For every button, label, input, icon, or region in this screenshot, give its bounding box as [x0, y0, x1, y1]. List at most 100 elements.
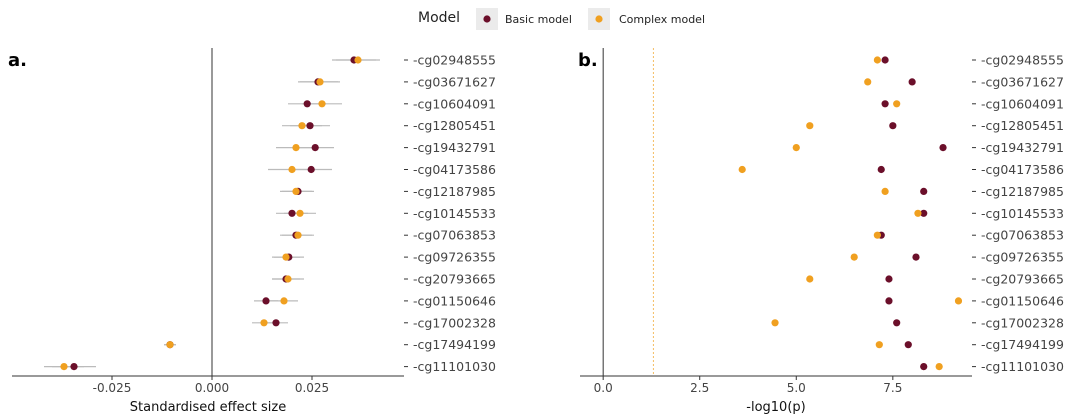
panel-a-point-complex [296, 209, 304, 217]
panel-a-category-label: -cg20793665 [413, 272, 496, 287]
panel-b-x-tick-label: 0.0 [594, 381, 613, 395]
panel-b-point-complex [893, 100, 901, 108]
panel-a-category-label: -cg17494199 [413, 337, 496, 352]
panel-a-label: a. [8, 50, 27, 71]
panel-b-point-complex [864, 78, 872, 86]
panel-b-point-basic [939, 144, 947, 152]
panel-b-point-complex [873, 231, 881, 239]
panel-a-point-complex [166, 341, 174, 349]
panel-b-point-complex [806, 122, 814, 130]
panel-a-point-complex [292, 144, 300, 152]
panel-a-point-complex [284, 275, 292, 283]
panel-a-category-label: -cg10145533 [413, 206, 496, 221]
legend: Model Basic model Complex model [418, 8, 705, 30]
panel-b-point-complex [875, 341, 883, 349]
panel-b-category-label: -cg11101030 [981, 359, 1064, 374]
panel-b-category-label: -cg03671627 [981, 74, 1064, 89]
panel-b-category-label: -cg02948555 [981, 53, 1064, 68]
panel-a-point-complex [294, 231, 302, 239]
panel-b-point-complex [954, 297, 963, 305]
panel-a-category-label: -cg07063853 [413, 228, 496, 243]
panel-a-point-complex [260, 319, 268, 327]
panel-a-x-axis-title: Standardised effect size [130, 400, 286, 415]
panel-b-point-basic [920, 187, 928, 195]
panel-a-point-basic [303, 100, 311, 108]
panel-b-point-complex [873, 56, 881, 64]
panel-b-point-basic [908, 78, 916, 86]
panel-a-category-label: -cg01150646 [413, 293, 496, 308]
panel-a-category-label: -cg02948555 [413, 53, 496, 68]
legend-label-basic: Basic model [505, 13, 572, 26]
panel-b-point-basic [889, 122, 897, 130]
legend-key-complex-marker [595, 15, 603, 23]
panel-a-category-label: -cg17002328 [413, 315, 496, 330]
panel-a-effect-sizes: a. -0.025 0.000 0.025 Standardised effect s… [8, 48, 496, 415]
panel-b-category-label: -cg12805451 [981, 118, 1064, 133]
panel-b-point-basic [877, 165, 885, 174]
panel-b-point-complex [881, 187, 889, 195]
panel-b-category-label: -cg04173586 [981, 162, 1064, 177]
panel-b-point-complex [850, 253, 858, 261]
panel-a-point-basic [70, 363, 78, 371]
panel-b-point-complex [738, 165, 746, 174]
panel-a-x-tick-label: -0.025 [93, 381, 132, 395]
panel-a-point-basic [262, 297, 270, 305]
panel-a-point-complex [292, 187, 300, 195]
panel-b-category-label: -cg17494199 [981, 337, 1064, 352]
panel-a-point-complex [316, 78, 324, 86]
panel-b-category-label: -cg01150646 [981, 293, 1064, 308]
panel-a-point-complex [298, 122, 306, 130]
panel-b-pvalues: b. 0.0 2.5 5.0 7.5 -log10(p) -cg02948555 -cg03… [578, 48, 1064, 415]
panel-b-point-complex [792, 144, 800, 152]
panel-b-category-label: -cg12187985 [981, 184, 1064, 199]
legend-key-basic-marker [483, 15, 491, 23]
panel-a-category-label: -cg04173586 [413, 162, 496, 177]
panel-a-point-basic [306, 122, 314, 130]
legend-title: Model [418, 10, 460, 26]
panel-a-category-label: -cg09726355 [413, 250, 496, 265]
panel-b-x-axis-title: -log10(p) [746, 400, 805, 415]
panel-b-category-label: -cg10604091 [981, 96, 1064, 111]
panel-b-point-basic [904, 341, 912, 349]
panel-a-x-tick-label: 0.000 [195, 381, 229, 395]
panel-b-point-basic [881, 100, 889, 108]
panel-a-point-complex [280, 297, 288, 305]
panel-b-point-basic [885, 275, 893, 283]
panel-b-category-label: -cg20793665 [981, 272, 1064, 287]
panel-b-category-label: -cg09726355 [981, 250, 1064, 265]
panel-b-point-basic [920, 363, 928, 371]
panel-a-point-complex [60, 363, 68, 371]
panel-b-point-complex [914, 209, 922, 217]
legend-label-complex: Complex model [619, 13, 705, 26]
panel-b-x-tick-label: 5.0 [787, 381, 806, 395]
panel-a-point-basic [272, 319, 280, 327]
panel-a-category-label: -cg19432791 [413, 140, 496, 155]
panel-a-point-complex [318, 100, 326, 108]
panel-a-point-complex [282, 253, 290, 261]
panel-b-category-label: -cg07063853 [981, 228, 1064, 243]
panel-b-point-basic [893, 319, 901, 327]
panel-b-point-basic [920, 209, 928, 217]
panel-b-point-complex [935, 363, 943, 371]
panel-a-x-tick-label: 0.025 [295, 381, 329, 395]
panel-a-point-basic [311, 144, 319, 152]
panel-b-point-basic [881, 56, 889, 64]
panel-b-category-label: -cg10145533 [981, 206, 1064, 221]
panel-a-point-complex [288, 165, 296, 174]
panel-b-category-label: -cg17002328 [981, 315, 1064, 330]
panel-a-category-label: -cg12187985 [413, 184, 496, 199]
panel-b-point-basic [885, 297, 893, 305]
panel-b-point-basic [912, 253, 920, 261]
panel-a-point-complex [354, 56, 362, 64]
panel-a-point-basic [288, 209, 296, 217]
panel-b-point-complex [771, 319, 779, 327]
panel-b-label: b. [578, 50, 598, 71]
panel-b-category-label: -cg19432791 [981, 140, 1064, 155]
panel-b-x-tick-label: 7.5 [883, 381, 902, 395]
panel-a-category-label: -cg11101030 [413, 359, 496, 374]
panel-a-category-label: -cg10604091 [413, 96, 496, 111]
panel-a-point-basic [307, 165, 315, 174]
panel-a-category-label: -cg12805451 [413, 118, 496, 133]
panel-b-point-complex [806, 275, 814, 283]
